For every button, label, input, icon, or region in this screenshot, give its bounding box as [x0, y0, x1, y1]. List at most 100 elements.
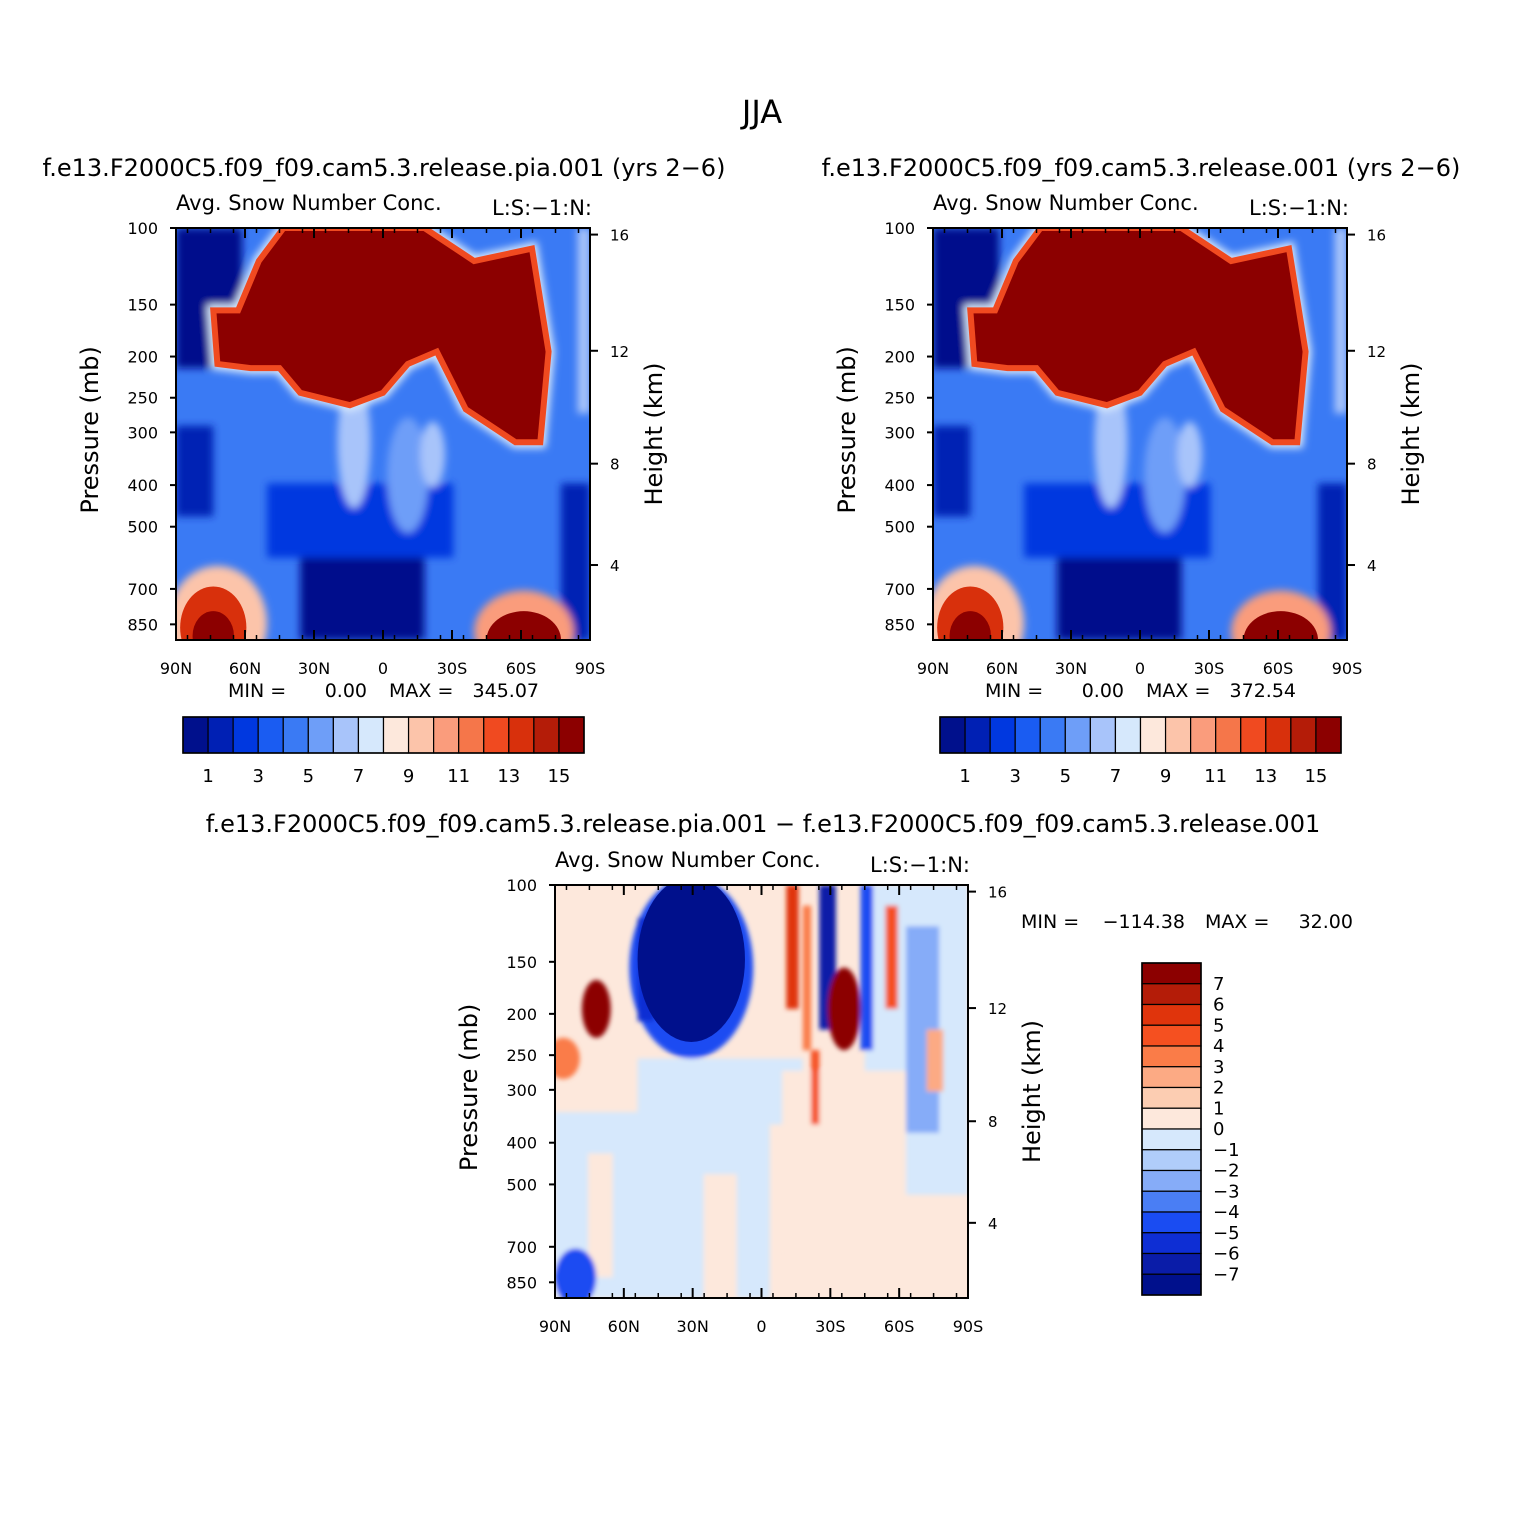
panel-1-colorbar-label: 15	[547, 766, 570, 787]
panel-2-ytick-label: 150	[884, 296, 915, 315]
panel-1-units-label: L:S:−1:N:	[492, 196, 592, 220]
panel-1-colorbar-label: 1	[202, 766, 213, 787]
panel-2-xtick-label: 30S	[1194, 659, 1225, 678]
panel-1-xtick-label: 90N	[160, 659, 192, 678]
panel-1-ytick-label: 700	[127, 580, 158, 599]
panel-1-colorbar-label: 3	[252, 766, 263, 787]
panel-3-colorbar-box	[1141, 1190, 1202, 1213]
panel-1-case-title: f.e13.F2000C5.f09_f09.cam5.3.release.pia…	[43, 154, 726, 182]
panel-1-colorbar-box	[357, 716, 385, 754]
panel-1-colorbar-box	[232, 716, 259, 754]
panel-2-colorbar-box	[1315, 716, 1342, 754]
panel-1-htick-label: 4	[610, 557, 620, 575]
panel-2-xtick-label: 0	[1135, 659, 1145, 678]
panel-2-colorbar-box	[989, 716, 1016, 754]
panel-1-xtick-label: 0	[378, 659, 388, 678]
panel-2-xtick-label: 30N	[1055, 659, 1087, 678]
panel-3-colorbar-label: 2	[1213, 1078, 1224, 1099]
panel-1-var-title: Avg. Snow Number Conc.	[176, 191, 442, 215]
panel-1-ytick-label: 850	[127, 615, 158, 634]
panel-2-min-value: 0.00	[1082, 680, 1124, 702]
panel-3-ylabel: Pressure (mb)	[455, 1004, 483, 1171]
panel-3-ylabel-right: Height (km)	[1018, 1020, 1046, 1163]
panel-2-colorbar-box	[1014, 716, 1041, 754]
panel-1-max-label: MAX =	[389, 680, 453, 702]
panel-3-colorbar-box	[1141, 1024, 1202, 1047]
panel-3-colorbar-box	[1141, 1045, 1202, 1068]
panel-2-xtick-label: 60N	[986, 659, 1018, 678]
panel-2-colorbar-box	[1064, 716, 1091, 754]
panel-2-colorbar-box	[1240, 716, 1267, 754]
panel-3-xtick-label: 30S	[815, 1317, 846, 1336]
panel-1-colorbar-box	[508, 716, 535, 754]
panel-1-ytick-label: 150	[127, 296, 158, 315]
panel-1-colorbar-label: 9	[403, 766, 414, 787]
panel-1-xtick-label: 30S	[437, 659, 468, 678]
panel-3-colorbar-box	[1141, 983, 1202, 1006]
panel-2-colorbar-box	[1190, 716, 1217, 754]
panel-1-colorbar-label: 13	[497, 766, 520, 787]
panel-3-colorbar-box	[1141, 1273, 1202, 1296]
panel-2-colorbar-label: 15	[1304, 766, 1327, 787]
panel-1-min-label: MIN =	[228, 680, 286, 702]
panel-2-colorbar-box	[939, 716, 966, 754]
panel-3-colorbar-label: 1	[1213, 1098, 1224, 1119]
panel-2-htick-label: 16	[1367, 227, 1386, 245]
panel-2-colorbar-label: 9	[1160, 766, 1171, 787]
field-p1	[176, 228, 590, 640]
panel-3-ytick-label: 150	[506, 953, 537, 972]
panel-3-xtick-label: 60N	[608, 1317, 640, 1336]
panel-1-ytick-label: 300	[127, 423, 158, 442]
panel-2-colorbar-box	[1290, 716, 1317, 754]
panel-3-colorbar-frame	[1141, 962, 1202, 1296]
panel-2-colorbar-box	[1039, 716, 1066, 754]
panel-1-ylabel: Pressure (mb)	[76, 346, 104, 513]
panel-3-colorbar-box	[1141, 1128, 1202, 1151]
panel-3-colorbar-label: −1	[1213, 1140, 1240, 1161]
panel-3-case-title: f.e13.F2000C5.f09_f09.cam5.3.release.pia…	[206, 810, 1321, 838]
panel-3-ytick-label: 250	[506, 1046, 537, 1065]
panel-2-colorbar-box	[1215, 716, 1242, 754]
panel-1-ytick-label: 200	[127, 348, 158, 367]
panel-3-ytick-label: 700	[506, 1238, 537, 1257]
panel-2-colorbar-frame	[939, 716, 1342, 754]
panel-1-xtick-label: 60S	[506, 659, 537, 678]
panel-3-htick-label: 12	[988, 1000, 1007, 1018]
panel-3-colorbar-box	[1141, 1086, 1202, 1109]
panel-2-max-value: 372.54	[1230, 680, 1296, 702]
panel-1-colorbar-frame	[182, 716, 585, 754]
panel-2-htick-label: 8	[1367, 456, 1377, 474]
panel-3-var-title: Avg. Snow Number Conc.	[555, 848, 821, 872]
panel-3-colorbar-box	[1141, 1252, 1202, 1275]
field-p2	[933, 228, 1347, 640]
panel-2-ytick-label: 850	[884, 615, 915, 634]
panel-2-ylabel: Pressure (mb)	[833, 346, 861, 513]
panel-1-htick-label: 8	[610, 456, 620, 474]
panel-3-max-label: MAX =	[1205, 911, 1269, 933]
panel-1-colorbar-label: 11	[447, 766, 470, 787]
panel-1-colorbar-box	[558, 716, 585, 754]
panel-3-colorbar-label: −4	[1213, 1202, 1240, 1223]
panel-1-colorbar-box	[207, 716, 234, 754]
panel-2-colorbar-label: 1	[959, 766, 970, 787]
panel-2-units-label: L:S:−1:N:	[1249, 196, 1349, 220]
panel-1-xtick-label: 60N	[229, 659, 261, 678]
panel-3-htick-label: 8	[988, 1113, 998, 1131]
panel-3-colorbar-label: −5	[1213, 1223, 1240, 1244]
panel-1-ylabel-right: Height (km)	[640, 363, 668, 506]
panel-3: f.e13.F2000C5.f09_f09.cam5.3.release.pia…	[206, 810, 1353, 1336]
panel-1-colorbar-label: 7	[353, 766, 364, 787]
panel-3-colorbar-box	[1141, 1169, 1202, 1192]
panel-3-min-value: −114.38	[1103, 911, 1185, 933]
panel-3-colorbar-box	[1141, 1232, 1202, 1255]
panel-2-xtick-label: 90S	[1332, 659, 1363, 678]
panel-2-colorbar-label: 11	[1204, 766, 1227, 787]
panel-1-colorbar-box	[257, 716, 284, 754]
panel-3-ytick-label: 200	[506, 1005, 537, 1024]
panel-2-colorbar-label: 7	[1110, 766, 1121, 787]
panel-3-xtick-label: 30N	[677, 1317, 709, 1336]
panel-2-colorbar-label: 5	[1060, 766, 1071, 787]
panel-1-colorbar-box	[182, 716, 209, 754]
panel-3-colorbar-box	[1141, 1149, 1202, 1172]
panel-3-colorbar-label: 7	[1213, 974, 1224, 995]
